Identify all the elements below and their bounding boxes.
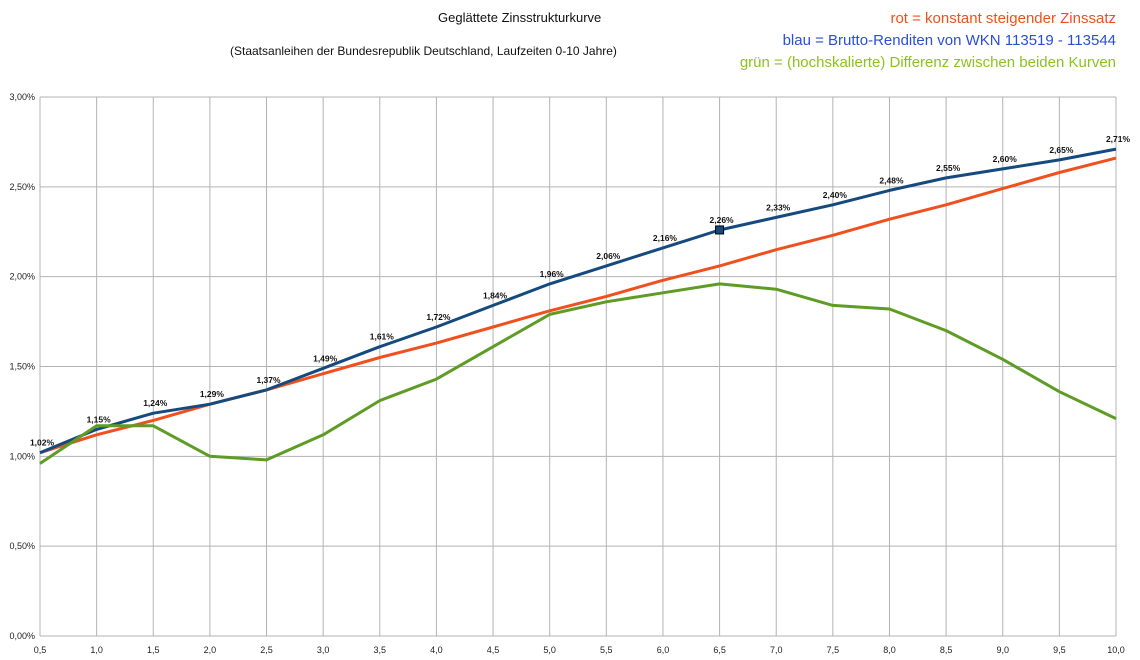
- x-tick-label: 1,0: [90, 645, 103, 655]
- x-tick-label: 3,0: [317, 645, 330, 655]
- x-tick-label: 5,5: [600, 645, 613, 655]
- data-label: 1,84%: [483, 290, 508, 300]
- y-tick-label: 1,00%: [9, 451, 35, 461]
- data-label: 1,02%: [30, 438, 55, 448]
- x-tick-label: 7,0: [770, 645, 783, 655]
- x-tick-label: 4,5: [487, 645, 500, 655]
- x-tick-label: 4,0: [430, 645, 443, 655]
- data-label: 2,65%: [1049, 145, 1074, 155]
- x-tick-label: 1,5: [147, 645, 160, 655]
- x-tick-label: 7,5: [827, 645, 840, 655]
- data-label: 2,40%: [823, 190, 848, 200]
- data-label: 2,16%: [653, 233, 678, 243]
- data-label: 2,48%: [879, 175, 904, 185]
- x-tick-label: 5,0: [543, 645, 556, 655]
- data-label: 2,60%: [993, 154, 1018, 164]
- x-tick-label: 0,5: [34, 645, 47, 655]
- data-label: 1,72%: [426, 312, 451, 322]
- x-tick-label: 6,5: [713, 645, 726, 655]
- y-tick-label: 2,00%: [9, 272, 35, 282]
- series-line-gruen: [40, 284, 1116, 464]
- data-label: 1,49%: [313, 353, 338, 363]
- data-label: 1,96%: [540, 269, 565, 279]
- data-label: 2,06%: [596, 251, 621, 261]
- x-tick-label: 9,0: [996, 645, 1009, 655]
- x-tick-label: 2,5: [260, 645, 273, 655]
- highlighted-point-marker: [716, 226, 724, 234]
- data-label: 2,26%: [710, 215, 735, 225]
- y-tick-label: 3,00%: [9, 92, 35, 102]
- x-tick-label: 10,0: [1107, 645, 1125, 655]
- x-tick-label: 6,0: [657, 645, 670, 655]
- series-line-rot: [40, 158, 1116, 453]
- data-label: 1,15%: [87, 414, 112, 424]
- y-tick-label: 0,00%: [9, 631, 35, 641]
- data-label: 2,33%: [766, 202, 791, 212]
- data-label: 1,29%: [200, 389, 225, 399]
- y-tick-label: 2,50%: [9, 182, 35, 192]
- x-tick-label: 9,5: [1053, 645, 1066, 655]
- x-tick-label: 8,5: [940, 645, 953, 655]
- data-label: 2,71%: [1106, 134, 1131, 144]
- data-label: 1,37%: [256, 375, 281, 385]
- x-tick-label: 2,0: [204, 645, 217, 655]
- x-tick-label: 8,0: [883, 645, 896, 655]
- y-tick-label: 1,50%: [9, 362, 35, 372]
- data-label: 1,61%: [370, 332, 395, 342]
- x-tick-label: 3,5: [374, 645, 387, 655]
- y-tick-label: 0,50%: [9, 541, 35, 551]
- data-label: 2,55%: [936, 163, 961, 173]
- data-label: 1,24%: [143, 398, 168, 408]
